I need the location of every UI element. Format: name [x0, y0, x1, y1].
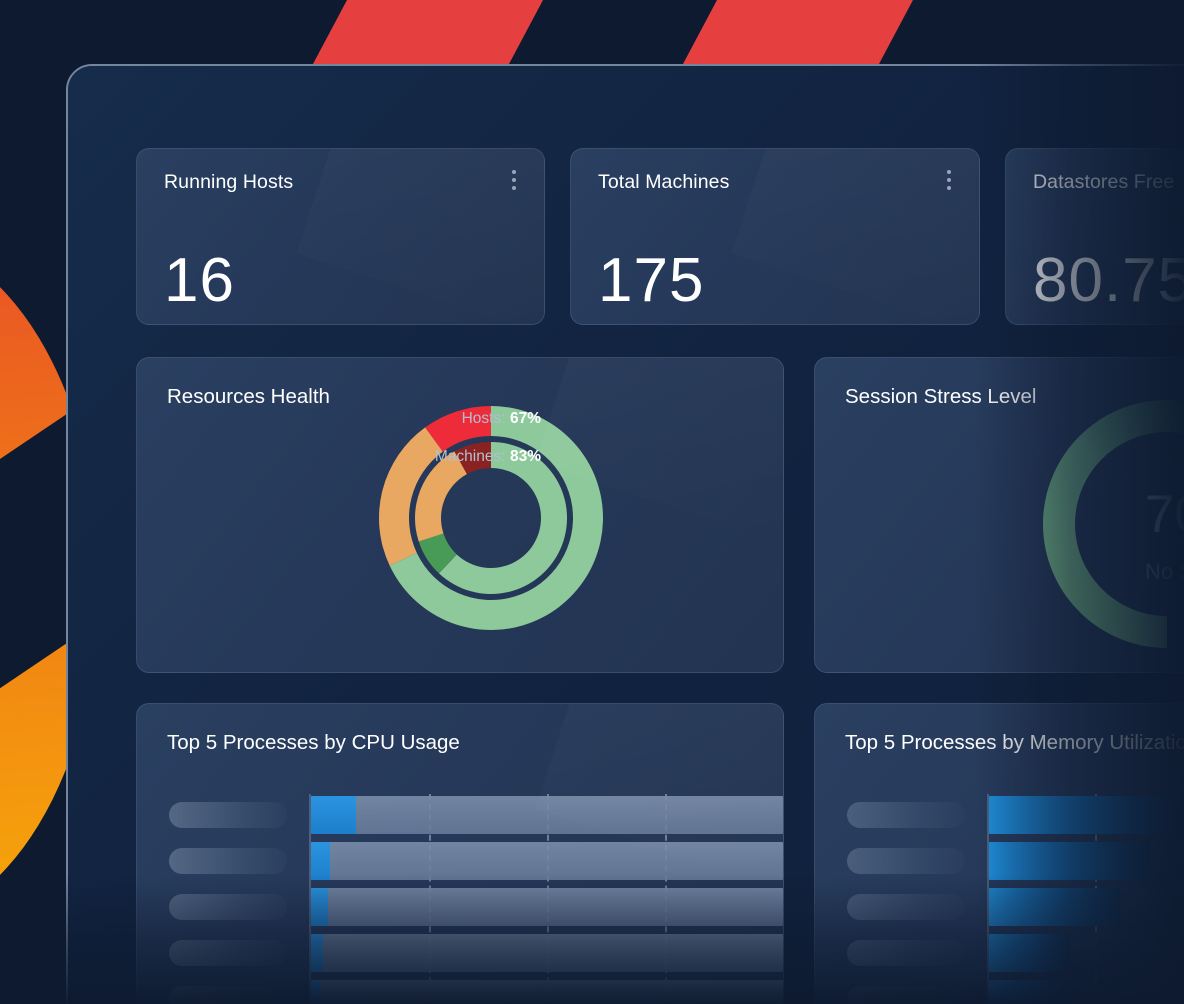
legend-label: Machines:: [434, 448, 506, 465]
legend-label: Hosts:: [461, 410, 506, 427]
process-name-placeholder: [169, 894, 287, 920]
bar-track: [311, 796, 783, 834]
bar-track: [311, 888, 783, 926]
panel-title: Top 5 Processes by Memory Utilization: [845, 731, 1184, 754]
bar-fill: [311, 980, 321, 1004]
panel-resources-health[interactable]: Resources Health Hosts: 67% Machines: 83…: [136, 357, 784, 673]
bar-fill: [311, 934, 323, 972]
kpi-card-datastores-free[interactable]: Datastores Free 80.75: [1005, 148, 1184, 325]
bar-fill: [989, 842, 1151, 880]
process-name-placeholder: [169, 802, 287, 828]
legend-value: 83%: [509, 448, 541, 465]
bar-fill: [989, 888, 1121, 926]
dashboard-panel-surface: Running Hosts 16 Total Machines 175 Data…: [68, 66, 1184, 1004]
donut-segment-machines-critical[interactable]: [425, 406, 491, 452]
bar-row[interactable]: [989, 980, 1184, 1004]
cpu-plot-area: 0255075100: [309, 794, 783, 1004]
bar-track: [311, 842, 783, 880]
process-name-placeholder: [169, 848, 287, 874]
panel-session-stress-level[interactable]: Session Stress Level 70% No Stress: [814, 357, 1184, 673]
kpi-value: 175: [598, 246, 705, 315]
bar-fill: [989, 796, 1184, 834]
bar-row[interactable]: [311, 934, 783, 972]
bar-fill: [311, 888, 328, 926]
bar-fill: [311, 796, 356, 834]
bar-track: [311, 980, 783, 1004]
process-name-placeholder: [847, 940, 965, 966]
gridline: [783, 794, 784, 1004]
kpi-title: Running Hosts: [164, 171, 294, 193]
bar-row[interactable]: [989, 934, 1184, 972]
process-name-placeholder: [169, 940, 287, 966]
cpu-process-label-placeholders: [169, 802, 287, 1004]
cpu-bar-chart: 0255075100: [137, 778, 783, 1004]
process-name-placeholder: [847, 894, 965, 920]
kpi-card-running-hosts[interactable]: Running Hosts 16: [136, 148, 545, 325]
legend-value: 67%: [509, 410, 541, 427]
kpi-value: 80.75: [1033, 246, 1184, 315]
panel-title: Resources Health: [167, 385, 330, 408]
bar-fill: [311, 842, 330, 880]
kebab-menu-icon[interactable]: [941, 167, 957, 193]
legend-item-machines: Machines: 83%: [341, 449, 541, 465]
donut-segment-hosts-warning[interactable]: [415, 451, 467, 542]
bar-row[interactable]: [311, 796, 783, 834]
resources-health-donut: Hosts: 67% Machines: 83%: [351, 378, 631, 658]
kpi-card-total-machines[interactable]: Total Machines 175: [570, 148, 980, 325]
kebab-menu-icon[interactable]: [506, 167, 522, 193]
bar-row[interactable]: [989, 842, 1184, 880]
gauge-status: No Stress: [1145, 559, 1184, 584]
process-name-placeholder: [847, 802, 965, 828]
memory-bar-chart: 0255075100: [815, 778, 1184, 1004]
bar-row[interactable]: [989, 888, 1184, 926]
memory-process-label-placeholders: [847, 802, 965, 1004]
session-stress-gauge: 70% No Stress: [999, 392, 1184, 660]
panel-top5-cpu[interactable]: Top 5 Processes by CPU Usage 0255075100: [136, 703, 784, 1004]
donut-segment-hosts-healthy[interactable]: [438, 442, 567, 594]
donut-segment-hosts-critical[interactable]: [454, 442, 491, 475]
process-name-placeholder: [847, 986, 965, 1004]
bar-row[interactable]: [311, 888, 783, 926]
kpi-title: Total Machines: [598, 171, 730, 193]
donut-segment-machines-warning[interactable]: [379, 427, 443, 566]
dashboard-panel: Running Hosts 16 Total Machines 175 Data…: [66, 64, 1184, 1004]
bar-track: [311, 934, 783, 972]
process-name-placeholder: [847, 848, 965, 874]
bar-row[interactable]: [311, 842, 783, 880]
kpi-value: 16: [164, 246, 235, 315]
panel-top5-memory[interactable]: Top 5 Processes by Memory Utilization 02…: [814, 703, 1184, 1004]
donut-legend: Hosts: 67% Machines: 83%: [341, 411, 541, 487]
gauge-percent: 70%: [1145, 485, 1184, 544]
donut-segment-hosts-degraded[interactable]: [418, 533, 457, 574]
bar-fill: [989, 980, 1070, 1004]
bar-row[interactable]: [989, 796, 1184, 834]
bar-fill: [989, 934, 1070, 972]
memory-plot-area: 0255075100: [987, 794, 1184, 1004]
legend-item-hosts: Hosts: 67%: [341, 411, 541, 427]
kpi-title: Datastores Free: [1033, 171, 1175, 193]
process-name-placeholder: [169, 986, 287, 1004]
donut-chart-svg: [379, 406, 603, 630]
bar-row[interactable]: [311, 980, 783, 1004]
panel-title: Top 5 Processes by CPU Usage: [167, 731, 460, 754]
gauge-readout: 70% No Stress: [1145, 488, 1184, 585]
